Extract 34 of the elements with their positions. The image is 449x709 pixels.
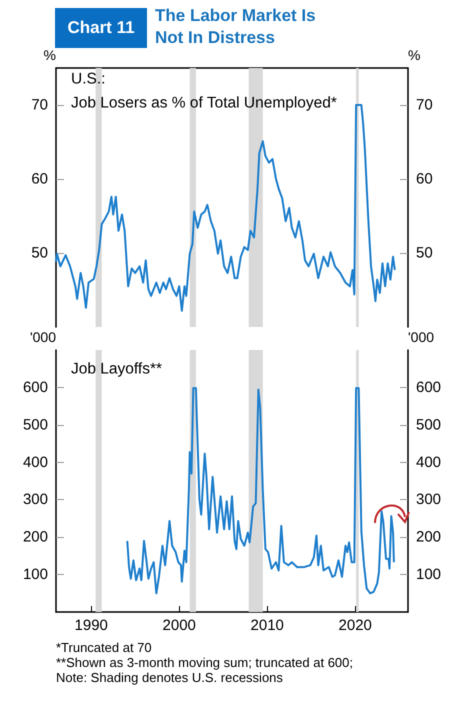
y-tick-label: 70 xyxy=(31,96,48,114)
y-tick-label: 60 xyxy=(31,170,48,188)
y-axis-title: % xyxy=(44,47,56,63)
y-tick-label: 100 xyxy=(22,566,48,584)
y-tick-label: 400 xyxy=(22,454,48,471)
x-tick-label: 2000 xyxy=(162,617,196,634)
y-tick-label: 300 xyxy=(22,491,48,508)
y2-tick-label: 60 xyxy=(416,170,433,188)
text: Note: Shading denotes U.S. recessions xyxy=(56,670,284,685)
y2-tick-label: 200 xyxy=(416,528,442,546)
y-axis-title: '000 xyxy=(30,329,56,345)
y-tick-label: 50 xyxy=(31,244,48,262)
x-tick-label: 2020 xyxy=(338,617,372,634)
y2-tick-label: 600 xyxy=(416,378,442,396)
text: *Truncated at 70 xyxy=(56,640,153,655)
caption: Chart 11 xyxy=(55,8,147,48)
text: Job Layoffs** xyxy=(71,360,162,378)
line-series xyxy=(126,387,395,594)
y2-tick-label: 100 xyxy=(416,566,442,584)
y-tick-label: 200 xyxy=(22,528,48,546)
text: The Labor Market Is Not In Distress xyxy=(155,5,317,49)
y2-tick-label: 50 xyxy=(416,244,433,262)
y-tick-label: 600 xyxy=(22,378,48,396)
y2-tick-label: 300 xyxy=(416,491,442,508)
y2-tick-label: 500 xyxy=(416,416,442,434)
y2-axis-title: % xyxy=(408,47,420,63)
y2-tick-label: 400 xyxy=(416,454,442,471)
y-tick-label: 500 xyxy=(22,416,48,434)
text: U.S.: Job Losers as % of Total Unemployed* xyxy=(71,70,337,112)
x-tick-label: 2010 xyxy=(250,617,284,634)
y2-axis-title: '000 xyxy=(408,329,434,345)
y2-tick-label: 70 xyxy=(416,96,433,114)
x-tick-label: 1990 xyxy=(74,617,108,634)
text: **Shown as 3-month moving sum; truncated at 600; xyxy=(56,655,353,670)
